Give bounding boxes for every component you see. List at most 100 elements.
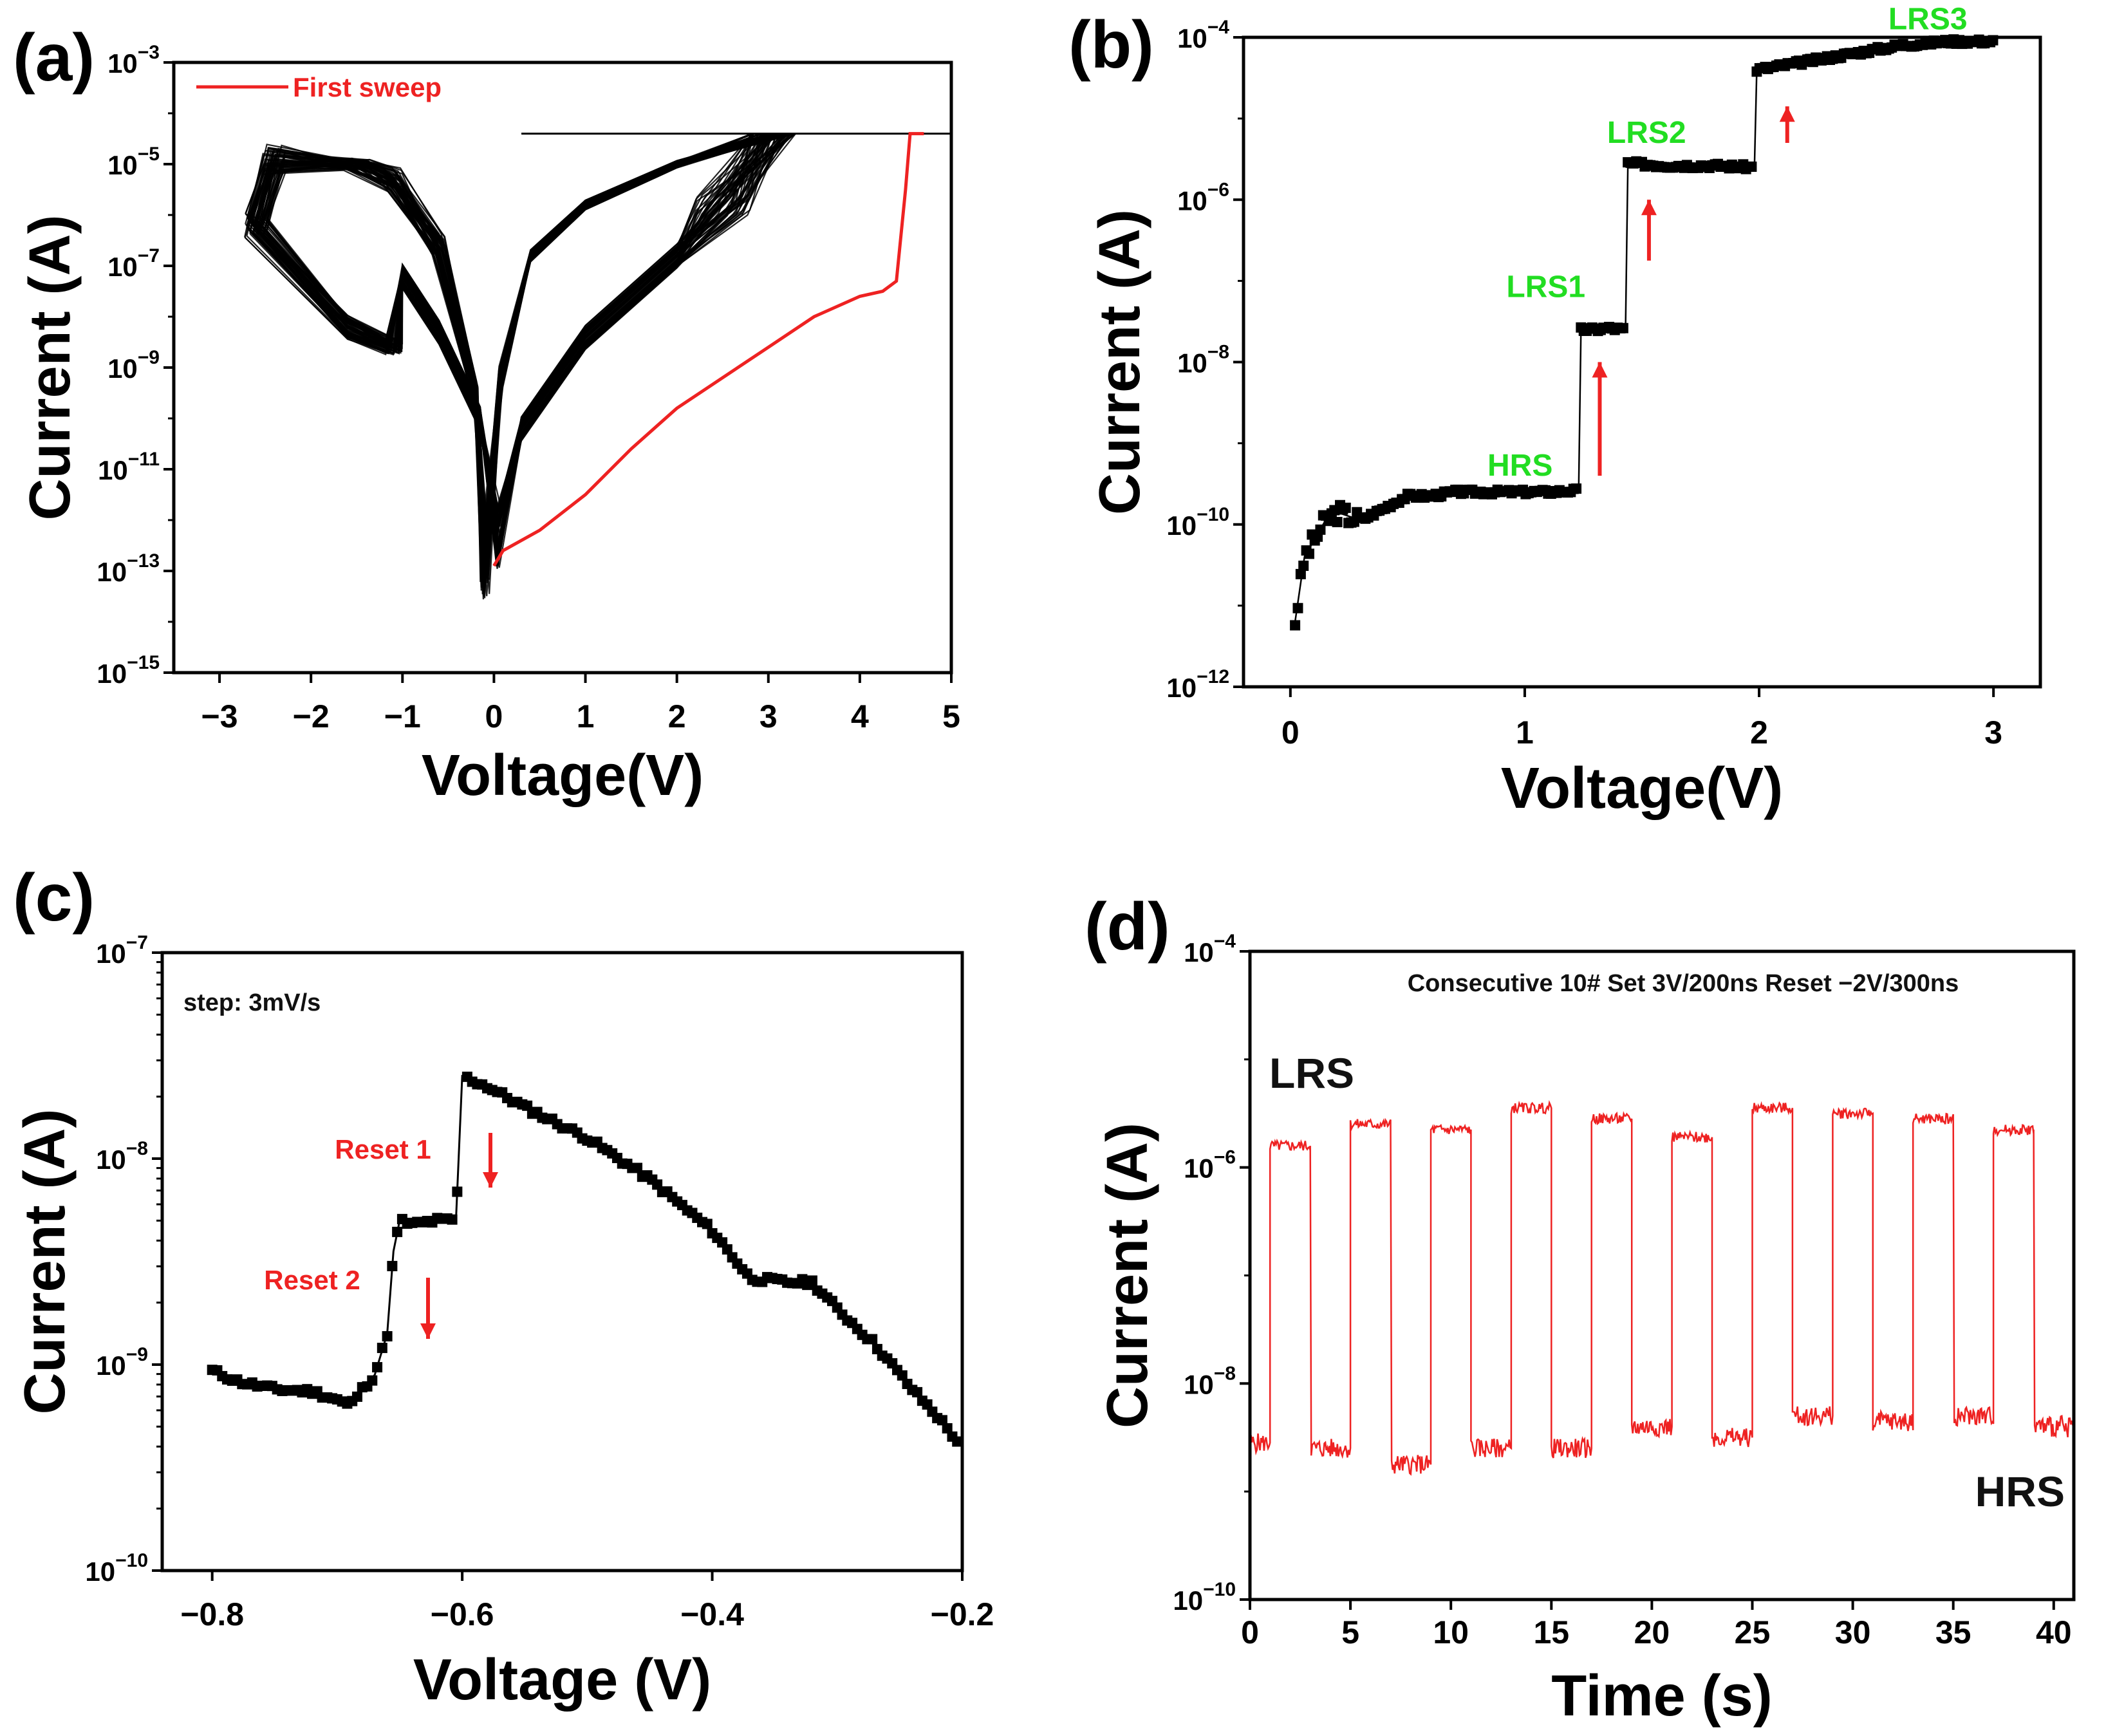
x-tick-label: 5 (1341, 1614, 1359, 1650)
y-tick-label: 10−10 (1173, 1579, 1236, 1616)
y-tick-label: 10−9 (96, 1344, 148, 1381)
cycled-sweeps (244, 133, 950, 600)
set-arrow-3-head (1779, 106, 1795, 122)
y-tick-label: 10−8 (96, 1138, 148, 1175)
panel-b: (b) 0 1 2 3 10−4 10−6 10−8 10−10 10−12 HRS LRS1 LRS2… (1068, 2, 2042, 821)
data-point (387, 1260, 398, 1271)
data-point (367, 1375, 378, 1386)
data-point (937, 1415, 947, 1426)
staircase-markers (1290, 34, 1999, 631)
x-tick-label: −0.8 (180, 1596, 244, 1632)
y-tick-label: 10−9 (107, 347, 160, 384)
y-tick-label: 10−4 (1184, 931, 1236, 967)
data-point (897, 1370, 908, 1381)
state-label: LRS3 (1888, 2, 1968, 36)
x-axis-title: Voltage (V) (413, 1648, 711, 1712)
panel-label: (b) (1068, 8, 1154, 82)
y-tick-label: 10−8 (1177, 342, 1229, 378)
data-point (1332, 517, 1343, 528)
cycle-sweep (254, 133, 950, 599)
y-tick-label: 10−6 (1177, 179, 1229, 216)
data-point (722, 1244, 732, 1255)
set-arrow-2-head (1641, 200, 1657, 216)
x-tick-label: 5 (942, 698, 960, 734)
plot-frame (1248, 949, 2076, 1601)
y-axis-title: Current (A) (18, 215, 82, 521)
data-point (1295, 568, 1306, 579)
y-tick-label: 10−12 (1166, 666, 1229, 703)
data-point (942, 1423, 953, 1433)
step-annotation: step: 3mV/s (183, 989, 321, 1016)
reset-line (212, 1074, 964, 1448)
data-point (1315, 524, 1326, 535)
hrs-label: HRS (1975, 1468, 2065, 1515)
cycle-sweep (255, 133, 950, 566)
y-tick-label: 10−6 (1184, 1147, 1236, 1184)
state-label: HRS (1487, 449, 1552, 483)
cycle-sweep (262, 133, 950, 591)
set-arrow-1-head (1592, 362, 1608, 378)
cycle-sweep (246, 133, 950, 593)
data-point (1303, 548, 1314, 559)
x-tick-label: 0 (485, 698, 503, 734)
panel-label: (a) (13, 21, 95, 95)
cycle-sweep (252, 133, 950, 553)
data-point (351, 1391, 362, 1402)
cycle-sweep (266, 133, 950, 597)
cycle-sweep (266, 133, 950, 566)
x-tick-label: 4 (851, 698, 869, 734)
x-tick-label: 0 (1281, 714, 1300, 751)
state-label: LRS2 (1607, 116, 1686, 150)
data-point (912, 1386, 923, 1397)
reset-2-label: Reset 2 (264, 1265, 360, 1295)
x-tick-label: −3 (201, 698, 238, 734)
cycle-sweep (263, 133, 950, 537)
x-tick-label: 3 (759, 698, 778, 734)
y-tick-label: 10−7 (107, 245, 160, 282)
y-tick-label: 10−10 (1166, 504, 1229, 541)
y-tick-label: 10−8 (1184, 1363, 1236, 1399)
state-label: LRS1 (1506, 270, 1585, 304)
data-point (1340, 502, 1351, 513)
y-tick-label: 10−3 (107, 42, 160, 79)
data-point (377, 1343, 387, 1354)
x-tick-label: −0.2 (931, 1596, 994, 1632)
data-point (1571, 483, 1582, 494)
plot-frame (160, 951, 964, 1573)
data-point (702, 1218, 713, 1229)
x-tick-label: 20 (1634, 1614, 1670, 1650)
y-tick-label: 10−13 (97, 550, 160, 587)
data-point (1292, 602, 1303, 613)
panel-label: (c) (13, 861, 95, 935)
data-point (806, 1275, 817, 1286)
panel-c: (c) −0.8 −0.6 −0.4 −0.2 10−7 10−8 10−9 10−10 step… (13, 861, 994, 1712)
legend-label: First sweep (293, 72, 442, 102)
y-axis-title: Current (A) (1088, 209, 1152, 515)
data-point (1298, 560, 1309, 571)
data-point (392, 1226, 403, 1237)
data-point (952, 1436, 963, 1447)
x-tick-label: 1 (577, 698, 595, 734)
x-tick-label: 10 (1433, 1614, 1469, 1650)
data-point (867, 1334, 878, 1345)
x-tick-label: −1 (384, 698, 421, 734)
reset-markers (207, 1071, 963, 1447)
panel-label: (d) (1085, 890, 1170, 964)
x-tick-label: −2 (293, 698, 330, 734)
x-tick-label: 40 (2036, 1614, 2072, 1650)
cycle-sweep (257, 133, 950, 600)
cycle-sweep (263, 133, 950, 583)
x-tick-label: −0.6 (431, 1596, 494, 1632)
y-tick-label: 10−4 (1177, 17, 1229, 53)
x-tick-label: 1 (1516, 714, 1534, 751)
lrs-label: LRS (1269, 1049, 1354, 1097)
data-point (1746, 161, 1757, 172)
reset-1-arrow-head (483, 1172, 498, 1188)
cycle-sweep (245, 133, 950, 583)
data-point (1617, 322, 1628, 333)
panel-a: (a) First sweep −3 −2 −1 0 1 2 3 4 5 10−3 10−5 10−7 10… (13, 21, 960, 808)
data-point (382, 1330, 393, 1341)
cycle-sweep (266, 133, 950, 579)
y-axis-title: Current (A) (1095, 1123, 1160, 1428)
